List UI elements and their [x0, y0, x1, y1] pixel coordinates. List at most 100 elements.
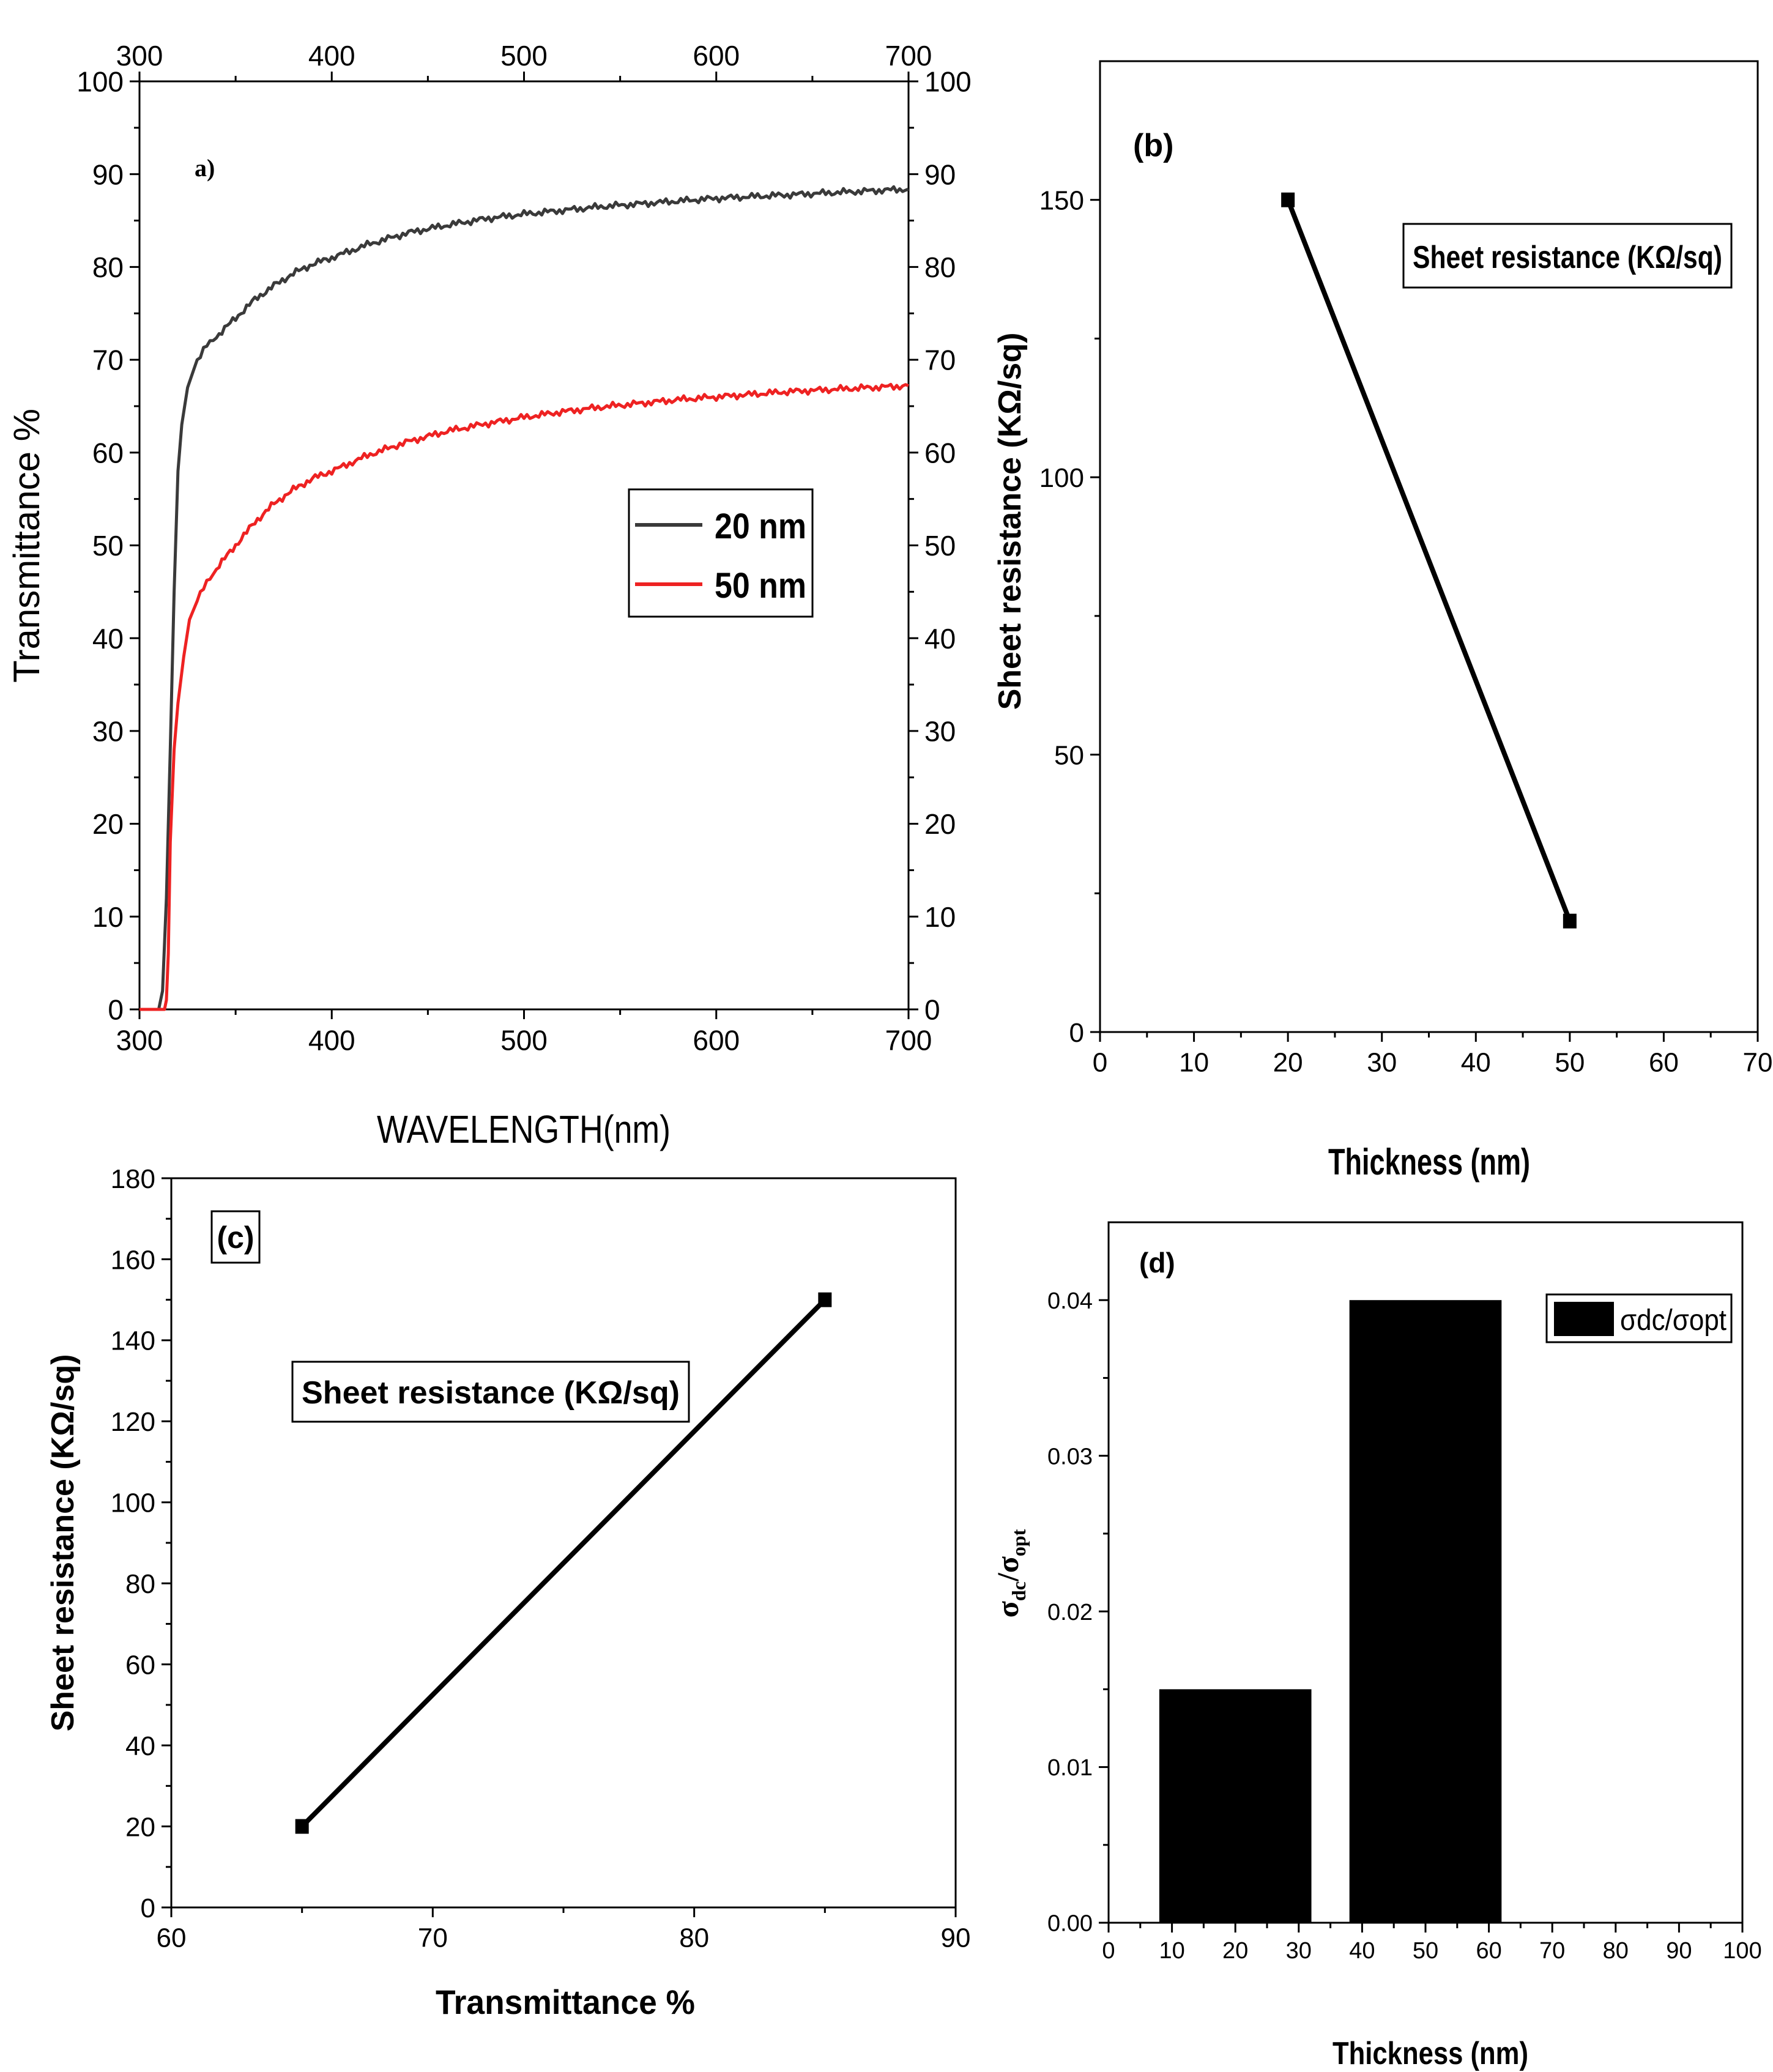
panel-b-series	[1281, 192, 1577, 929]
panel-c-series-line	[300, 1298, 827, 1829]
a-y-tick-label-right: 40	[924, 623, 956, 655]
a-y-tick-label: 30	[92, 715, 124, 747]
c-x-tick-label: 90	[941, 1923, 971, 1953]
panel-a-label: a)	[195, 154, 215, 182]
b-y-tick-label: 50	[1054, 740, 1084, 770]
a-y-tick-label-right: 80	[924, 251, 956, 283]
panel-c-transmittance-resistance-chart: 60 70 80 90 0 20 40 60 80 100 120 140 160 180 (c) Tra…	[45, 1164, 970, 2021]
c-y-tick-label: 100	[111, 1488, 155, 1518]
a-y-tick-label: 40	[92, 623, 124, 655]
panel-c-y-axis-label: Sheet resistance (KΩ/sq)	[45, 1354, 81, 1732]
panel-d-x-axis-label: Thickness (nm)	[1333, 2036, 1528, 2071]
panel-d-y-axis-label-sub-dc: dc	[1008, 1581, 1030, 1601]
a-y-tick-label-right: 100	[924, 66, 972, 98]
panel-d-legend: σdc/σopt	[1545, 1293, 1733, 1343]
a-x-tick-label: 600	[693, 1025, 740, 1056]
panel-d-y-axis-label-sub-opt: opt	[1008, 1529, 1030, 1556]
c-y-tick-label: 160	[111, 1245, 155, 1275]
panel-d-ticks	[1099, 1299, 1744, 1933]
b-x-tick-label: 60	[1649, 1047, 1679, 1077]
a-x-tick-label-top: 600	[693, 40, 740, 72]
d-x-tick-label: 30	[1286, 1938, 1312, 1964]
a-y-tick-label-right: 30	[924, 715, 956, 747]
panel-b-legend-box	[1402, 223, 1733, 289]
a-x-tick-label: 700	[885, 1025, 932, 1056]
b-x-tick-label: 40	[1461, 1047, 1491, 1077]
panel-c-plot-frame	[170, 1177, 957, 1909]
panel-d-y-axis-label-sigma: σ	[991, 1601, 1025, 1617]
panel-c-label-frame	[210, 1210, 261, 1264]
d-x-tick-label: 70	[1539, 1938, 1565, 1964]
d-y-tick-label: 0.04	[1047, 1288, 1093, 1314]
panel-b-x-axis-label: Thickness (nm)	[1328, 1142, 1530, 1183]
panel-b-legend: Sheet resistance (KΩ/sq)	[1402, 223, 1733, 289]
panel-c-data-point	[295, 1819, 309, 1834]
panel-c-label-box: (c)	[210, 1210, 261, 1264]
panel-d-bar	[1349, 1300, 1502, 1923]
b-y-tick-label: 0	[1069, 1018, 1084, 1048]
panel-b-thickness-resistance-chart: 0 10 20 30 40 50 60 70 0 50 100 150 (b) Thickness (…	[992, 60, 1773, 1183]
b-x-tick-label: 30	[1367, 1047, 1397, 1077]
a-y-tick-label-right: 20	[924, 808, 956, 840]
panel-c-ticks	[162, 1177, 957, 1917]
panel-a-y-axis-label: Transmittance %	[6, 409, 47, 683]
panel-c-series	[295, 1292, 832, 1834]
panel-c-tick-labels: 60 70 80 90 0 20 40 60 80 100 120 140 160 180	[111, 1164, 971, 1953]
b-x-tick-label: 20	[1273, 1047, 1303, 1077]
d-x-tick-label: 100	[1723, 1938, 1761, 1964]
panel-a-ticks	[130, 72, 918, 1019]
panel-b-data-point	[1563, 913, 1577, 929]
panel-d-y-axis-label: σdc/σopt	[991, 1529, 1030, 1617]
a-y-tick-label-right: 50	[924, 530, 956, 562]
panel-b-label: (b)	[1133, 128, 1173, 163]
a-y-tick-label: 90	[92, 158, 124, 190]
a-y-tick-label: 70	[92, 344, 124, 376]
a-y-tick-label: 20	[92, 808, 124, 840]
c-y-tick-label: 80	[125, 1569, 155, 1599]
a-y-tick-label: 100	[76, 66, 124, 98]
panel-d-y-axis-label-slash-sigma: /σ	[991, 1556, 1025, 1582]
a-y-tick-label-right: 90	[924, 158, 956, 190]
panel-a-x-axis-label: WAVELENGTH(nm)	[377, 1107, 671, 1151]
a-x-tick-label: 500	[500, 1025, 548, 1056]
panel-a-legend-label-50nm: 50 nm	[715, 566, 806, 606]
d-x-tick-label: 10	[1159, 1938, 1184, 1964]
d-x-tick-label: 50	[1413, 1938, 1438, 1964]
d-y-tick-label: 0.01	[1047, 1755, 1093, 1781]
d-y-tick-label: 0.00	[1047, 1911, 1093, 1937]
b-x-tick-label: 0	[1093, 1047, 1107, 1077]
panel-a-legend-label-20nm: 20 nm	[715, 507, 806, 546]
a-y-tick-label-right: 60	[924, 437, 956, 469]
panel-d-tick-labels: 0 10 20 30 40 50 60 70 80 90 100 0.00 0.01 0.02 0.03 0.…	[1047, 1288, 1762, 1964]
a-y-tick-label: 0	[108, 994, 124, 1026]
a-x-tick-label: 300	[116, 1025, 163, 1056]
panel-b-data-point	[1281, 192, 1295, 207]
panel-d-bar	[1159, 1689, 1312, 1923]
b-x-tick-label: 50	[1555, 1047, 1585, 1077]
panel-b-series-line	[1285, 199, 1572, 923]
panel-d-conductivity-ratio-chart: 0 10 20 30 40 50 60 70 80 90 100 0.00 0.01 0.02 0.03 0.…	[991, 1221, 1762, 2071]
d-x-tick-label: 90	[1666, 1938, 1692, 1964]
panel-b-ticks	[1090, 199, 1759, 1042]
panel-c-legend-label: Sheet resistance (KΩ/sq)	[302, 1375, 680, 1411]
panel-a-series	[139, 185, 909, 1011]
d-x-tick-label: 80	[1603, 1938, 1629, 1964]
panel-b-legend-label: Sheet resistance (KΩ/sq)	[1413, 240, 1722, 275]
b-x-tick-label: 70	[1743, 1047, 1773, 1077]
c-y-tick-label: 140	[111, 1326, 155, 1356]
panel-d-label: (d)	[1139, 1247, 1175, 1279]
c-y-tick-label: 180	[111, 1164, 155, 1194]
a-x-tick-label-top: 500	[500, 40, 548, 72]
a-y-tick-label-right: 70	[924, 344, 956, 376]
c-y-tick-label: 0	[141, 1893, 155, 1923]
panel-c-label: (c)	[217, 1220, 254, 1255]
c-y-tick-label: 120	[111, 1407, 155, 1437]
b-y-tick-label: 150	[1039, 186, 1084, 216]
c-x-tick-label: 70	[418, 1923, 448, 1953]
panel-d-legend-swatch	[1554, 1302, 1614, 1336]
a-x-tick-label-top: 700	[885, 40, 932, 72]
panel-d-bars	[1159, 1300, 1502, 1923]
a-y-tick-label: 50	[92, 530, 124, 562]
